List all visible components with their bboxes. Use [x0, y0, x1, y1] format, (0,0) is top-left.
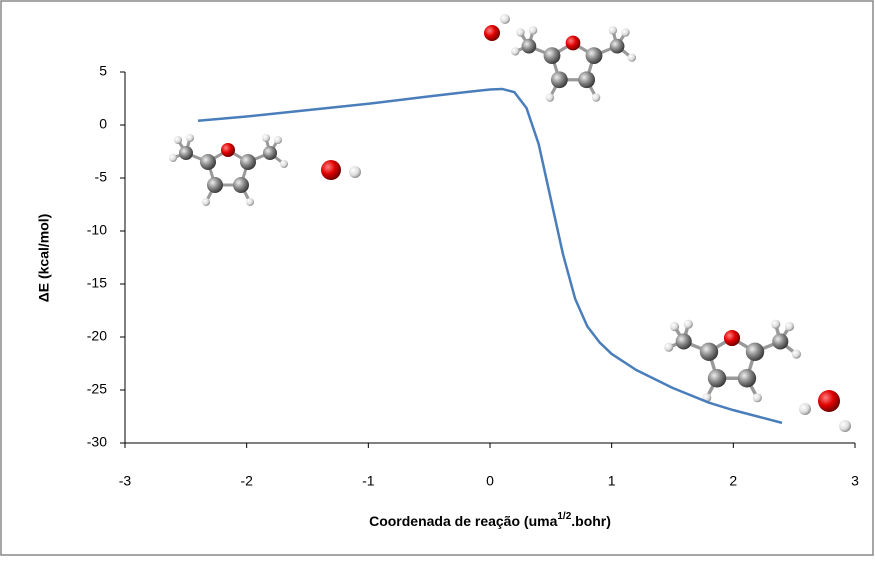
y-tick-label: -15	[87, 275, 107, 291]
y-tick-label: -10	[87, 222, 107, 238]
y-axis-label: ΔE (kcal/mol)	[36, 214, 52, 303]
x-axis-label-part: Coordenada de reação (uma	[369, 513, 557, 529]
x-tick-label: -3	[119, 473, 132, 489]
x-axis-label-part: .bohr)	[571, 513, 611, 529]
x-tick-label: 0	[486, 473, 494, 489]
y-tick-label: -30	[87, 434, 107, 450]
y-tick-label: -25	[87, 381, 107, 397]
y-tick-label: -20	[87, 328, 107, 344]
y-tick-label: 5	[99, 63, 107, 79]
y-tick-label: 0	[99, 116, 107, 132]
molecules	[167, 14, 851, 432]
y-tick-label: -5	[95, 169, 108, 185]
x-tick-label: 1	[608, 473, 616, 489]
x-axis-label: Coordenada de reação (uma1/2.bohr)	[369, 511, 611, 529]
line	[197, 87, 783, 425]
x-axis-label-sup: 1/2	[557, 511, 571, 522]
x-tick-label: 2	[729, 473, 737, 489]
x-tick-label: 3	[851, 473, 859, 489]
x-tick-label: -1	[362, 473, 375, 489]
x-tick-label: -2	[240, 473, 253, 489]
